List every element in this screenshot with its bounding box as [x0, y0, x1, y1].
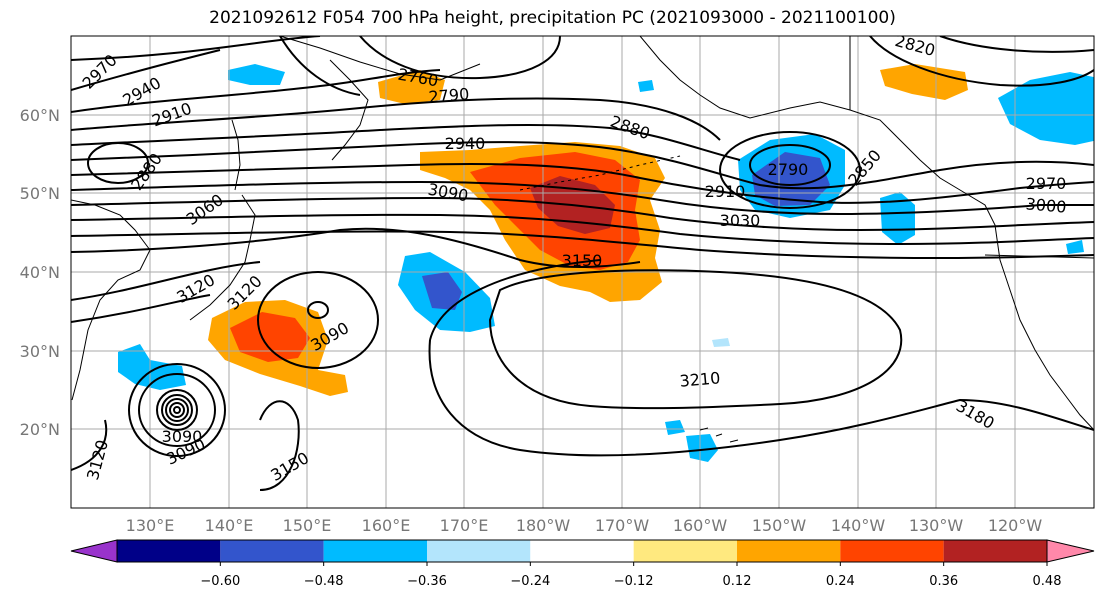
longitude-label: 150°E — [283, 516, 332, 535]
latitude-label: 20°N — [20, 420, 60, 439]
colorbar-extend-high — [1046, 539, 1095, 563]
negative-anomaly-small-2 — [712, 338, 730, 347]
map-title: 2021092612 F054 700 hPa height, precipit… — [209, 8, 896, 28]
longitude-label: 120°W — [988, 516, 1043, 535]
contour-label: 3120 — [173, 270, 218, 307]
positive-anomaly-alaska — [880, 64, 968, 100]
longitude-label: 170°W — [595, 516, 650, 535]
colorbar-segment — [737, 540, 841, 562]
coastlines — [71, 36, 1094, 443]
coast-asia — [71, 199, 151, 401]
latitude-label: 30°N — [20, 342, 60, 361]
colorbar-tick-label: −0.12 — [614, 574, 654, 589]
longitude-labels: 130°E 140°E 150°E 160°E 170°E 180°W 170°W 160°W… — [126, 516, 1043, 535]
colorbar-tick-label: 0.36 — [929, 574, 958, 589]
negative-anomaly-hawaii-small — [665, 420, 685, 435]
colorbar-tick-label: −0.48 — [304, 574, 344, 589]
negative-anomaly-northeast-pacific — [880, 192, 915, 245]
contour-label: 2910 — [149, 99, 194, 131]
coast-japan — [189, 194, 256, 321]
latitude-label: 50°N — [20, 184, 60, 203]
colorbar-tick-label: 0.24 — [826, 574, 855, 589]
negative-anomaly-hawaii — [686, 434, 718, 462]
colorbar-segment — [323, 540, 427, 562]
colorbar-segment — [943, 540, 1047, 562]
longitude-label: 160°W — [673, 516, 728, 535]
longitude-label: 160°E — [362, 516, 411, 535]
contour-label: 2910 — [705, 182, 746, 201]
colorbar-frame — [116, 539, 1048, 563]
longitude-label: 130°E — [126, 516, 175, 535]
colorbar-tick-label: −0.24 — [510, 574, 550, 589]
negative-anomaly-philippine-sea — [118, 344, 186, 390]
height-contours — [71, 36, 1094, 491]
colorbar — [70, 539, 1095, 563]
latitude-labels: 60°N 50°N 40°N 30°N 20°N — [20, 106, 60, 439]
coast-alaska — [639, 36, 1094, 431]
positive-anomaly-japan-core — [230, 312, 310, 362]
contour-label: 3000 — [1025, 194, 1067, 216]
colorbar-segment — [427, 540, 531, 562]
contour-label: 3090 — [162, 427, 203, 446]
contour-label: 2790 — [428, 84, 470, 106]
colorbar-tick-label: 0.48 — [1033, 574, 1062, 589]
contour-label: 2940 — [445, 134, 486, 153]
negative-anomaly-sea-of-okhotsk — [228, 64, 285, 85]
colorbar-segment — [530, 540, 634, 562]
colorbar-segment — [840, 540, 944, 562]
longitude-label: 130°W — [909, 516, 964, 535]
contour-label: 3210 — [679, 368, 721, 390]
contour-label: 3120 — [83, 438, 112, 482]
coast-siberia — [279, 36, 481, 81]
latitude-label: 60°N — [20, 106, 60, 125]
longitude-label: 170°E — [440, 516, 489, 535]
longitude-label: 140°E — [205, 516, 254, 535]
contour-label: 3150 — [267, 448, 312, 485]
map-frame — [70, 35, 1095, 509]
contour-label: 2790 — [768, 160, 809, 179]
colorbar-segment — [633, 540, 737, 562]
negative-anomaly-small-3 — [1066, 240, 1084, 254]
contour-label: 3030 — [720, 211, 761, 230]
colorbar-tick-labels: −0.60 −0.48 −0.36 −0.24 −0.12 0.12 0.24 0.36 0.4… — [200, 562, 1062, 589]
negative-anomaly-canada — [998, 72, 1094, 145]
colorbar-tick-label: 0.12 — [723, 574, 752, 589]
negative-anomaly-north-pacific-core — [422, 272, 462, 310]
colorbar-segment — [220, 540, 324, 562]
negative-anomaly-small-1 — [638, 80, 654, 92]
contour-label: 2820 — [893, 31, 937, 60]
colorbar-tick-label: −0.36 — [407, 574, 447, 589]
contour-label: 2940 — [119, 73, 164, 110]
coast-sakhalin — [231, 119, 241, 191]
contour-label: 3150 — [562, 251, 603, 270]
contour-label: 2880 — [608, 112, 653, 144]
latitude-label: 40°N — [20, 263, 60, 282]
colorbar-extend-low — [70, 539, 118, 563]
colorbar-segment — [117, 540, 221, 562]
longitude-label: 150°W — [752, 516, 807, 535]
longitude-label: 140°W — [831, 516, 886, 535]
contour-label: 2970 — [1026, 174, 1067, 193]
longitude-label: 180°W — [516, 516, 571, 535]
colorbar-tick-label: −0.60 — [200, 574, 240, 589]
coast-hawaii — [699, 427, 739, 443]
